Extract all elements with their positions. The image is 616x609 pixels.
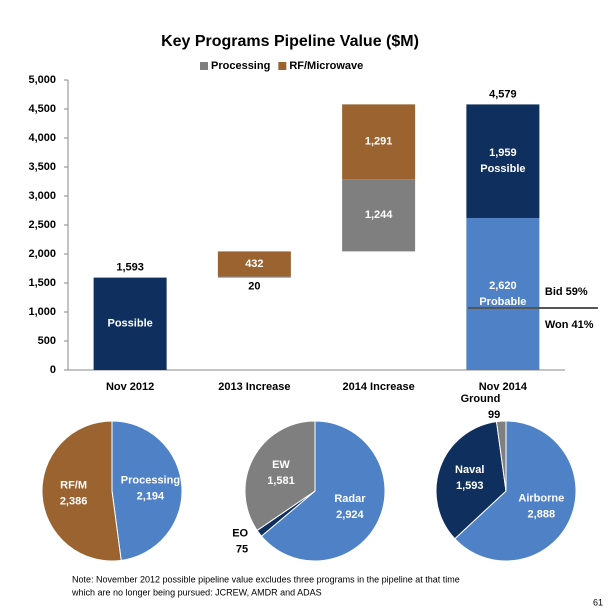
segment-name: Probable: [479, 296, 526, 308]
legend-label: RF/Microwave: [289, 60, 363, 72]
slice-name: RF/M: [60, 479, 87, 491]
pie-slice: [41, 420, 122, 562]
y-tick-label: 0: [50, 364, 56, 376]
slice-value: 2,888: [528, 508, 556, 520]
note-line: Note: November 2012 possible pipeline va…: [72, 574, 460, 584]
segment-name: Possible: [108, 318, 153, 330]
slice-value: 2,924: [336, 509, 364, 521]
y-tick-label: 3,500: [28, 161, 56, 173]
slice-value: 1,581: [267, 475, 295, 487]
x-tick-label: 2013 Increase: [218, 381, 290, 393]
bar-segment: [466, 104, 540, 219]
y-tick-label: 4,000: [28, 132, 56, 144]
split-label: Bid 59%: [545, 286, 588, 298]
bar-segment: [217, 251, 291, 277]
page-number: 61: [593, 597, 603, 607]
bar-segment: [93, 277, 167, 370]
y-tick-label: 1,000: [28, 306, 56, 318]
data-label: 1,291: [365, 136, 393, 148]
slice-name: Radar: [334, 493, 366, 505]
pie-slice: [435, 421, 507, 540]
y-tick-label: 5,000: [28, 74, 56, 86]
x-tick-label: 2014 Increase: [343, 381, 415, 393]
bar-segment: [342, 179, 416, 252]
bar-segment: [217, 276, 291, 278]
y-tick-label: 1,500: [28, 277, 56, 289]
pie-slice: [260, 420, 386, 562]
chart-title: Key Programs Pipeline Value ($M): [161, 33, 419, 50]
slice-name: EO: [232, 528, 248, 540]
data-label: 20: [248, 281, 260, 293]
slice-name: Ground: [461, 393, 501, 405]
total-label: 4,579: [489, 88, 517, 100]
y-tick-label: 2,500: [28, 219, 56, 231]
slice-name: Naval: [455, 464, 484, 476]
data-label: 1,959: [489, 147, 517, 159]
pie-slice: [111, 420, 183, 561]
bar-segment: [342, 104, 416, 180]
data-label: 1,593: [116, 262, 144, 274]
y-tick-label: 3,000: [28, 190, 56, 202]
legend-label: Processing: [211, 60, 270, 72]
data-label: 432: [245, 258, 263, 270]
y-tick-label: 2,000: [28, 248, 56, 260]
slice-value: 2,194: [137, 490, 165, 502]
slice-value: 75: [236, 544, 248, 556]
legend-swatch: [200, 62, 208, 70]
slice-name: EW: [272, 459, 290, 471]
x-tick-label: Nov 2014: [479, 381, 528, 393]
y-tick-label: 500: [38, 335, 56, 347]
segment-name: Possible: [480, 163, 525, 175]
split-label: Won 41%: [545, 319, 594, 331]
slice-value: 2,386: [60, 495, 88, 507]
note-line: which are no longer being pursued: JCREW…: [71, 587, 322, 597]
data-label: 1,244: [365, 209, 393, 221]
y-tick-label: 4,500: [28, 103, 56, 115]
data-label: 2,620: [489, 280, 517, 292]
pie-slice: [454, 420, 577, 562]
pie-slice: [495, 420, 507, 492]
slice-value: 1,593: [456, 480, 484, 492]
x-tick-label: Nov 2012: [106, 381, 154, 393]
slice-name: Airborne: [518, 492, 564, 504]
slice-name: Processing: [121, 474, 180, 486]
legend-swatch: [278, 62, 287, 70]
slice-value: 99: [488, 409, 500, 421]
pie-slice: [244, 420, 316, 532]
bar-segment: [466, 218, 540, 370]
